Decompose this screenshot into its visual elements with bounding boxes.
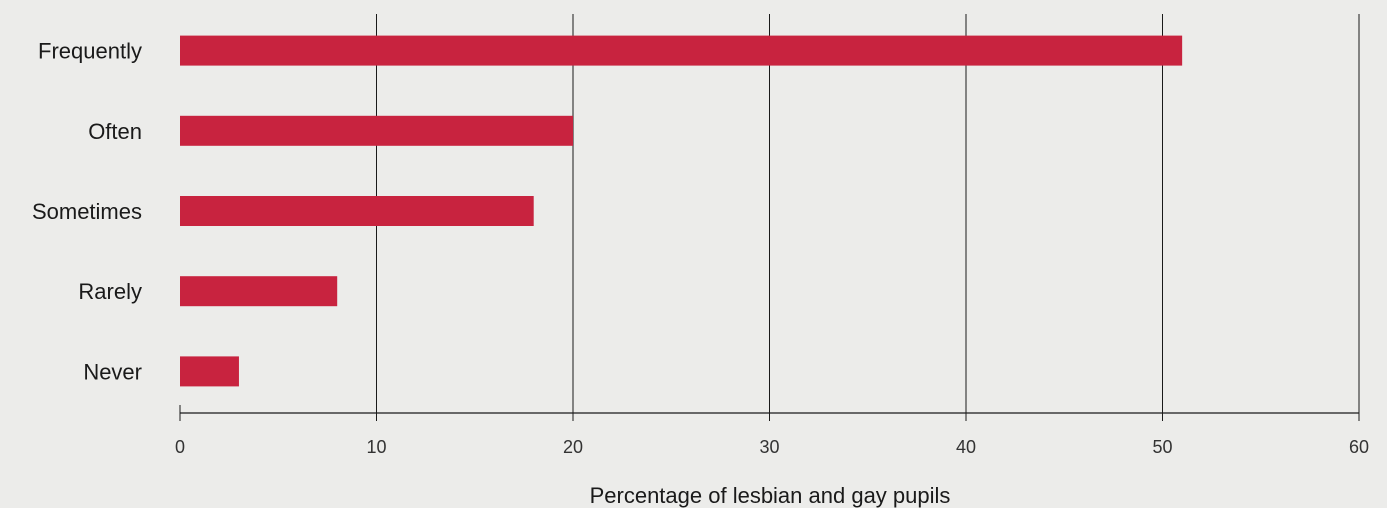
tick-label-30: 30 <box>759 437 779 457</box>
tick-label-40: 40 <box>956 437 976 457</box>
bar-often <box>180 116 573 146</box>
category-label-frequently: Frequently <box>38 39 142 64</box>
category-label-never: Never <box>83 359 142 384</box>
tick-label-60: 60 <box>1349 437 1369 457</box>
bar-frequently <box>180 36 1182 66</box>
category-label-often: Often <box>88 119 142 144</box>
tick-label-0: 0 <box>175 437 185 457</box>
tick-label-50: 50 <box>1152 437 1172 457</box>
bar-sometimes <box>180 196 534 226</box>
tick-label-20: 20 <box>563 437 583 457</box>
bar-rarely <box>180 276 337 306</box>
x-axis-title: Percentage of lesbian and gay pupils <box>590 483 951 508</box>
category-label-rarely: Rarely <box>78 279 142 304</box>
category-label-sometimes: Sometimes <box>32 199 142 224</box>
bar-never <box>180 356 239 386</box>
tick-label-10: 10 <box>366 437 386 457</box>
